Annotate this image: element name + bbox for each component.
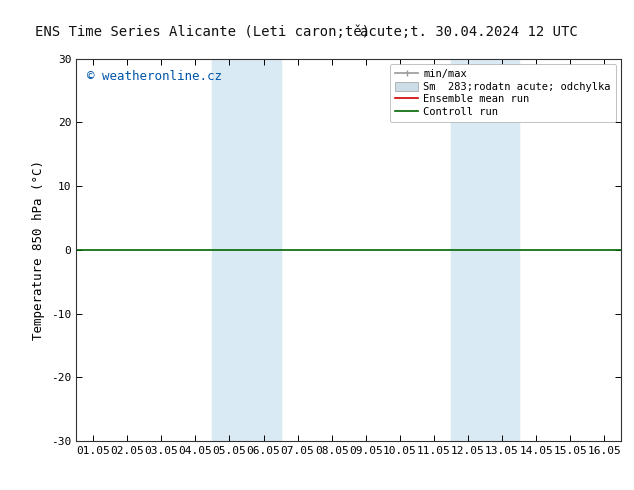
Bar [451, 59, 519, 441]
Text: © weatheronline.cz: © weatheronline.cz [87, 70, 222, 83]
Text: ENS Time Series Alicante (Leti caron;tě): ENS Time Series Alicante (Leti caron;tě) [36, 24, 370, 39]
Text: acute;t. 30.04.2024 12 UTC: acute;t. 30.04.2024 12 UTC [360, 24, 578, 39]
Y-axis label: Temperature 850 hPa (°C): Temperature 850 hPa (°C) [32, 160, 46, 340]
Bar [212, 59, 280, 441]
Legend: min/max, Sm  283;rodatn acute; odchylka, Ensemble mean run, Controll run: min/max, Sm 283;rodatn acute; odchylka, … [390, 64, 616, 122]
